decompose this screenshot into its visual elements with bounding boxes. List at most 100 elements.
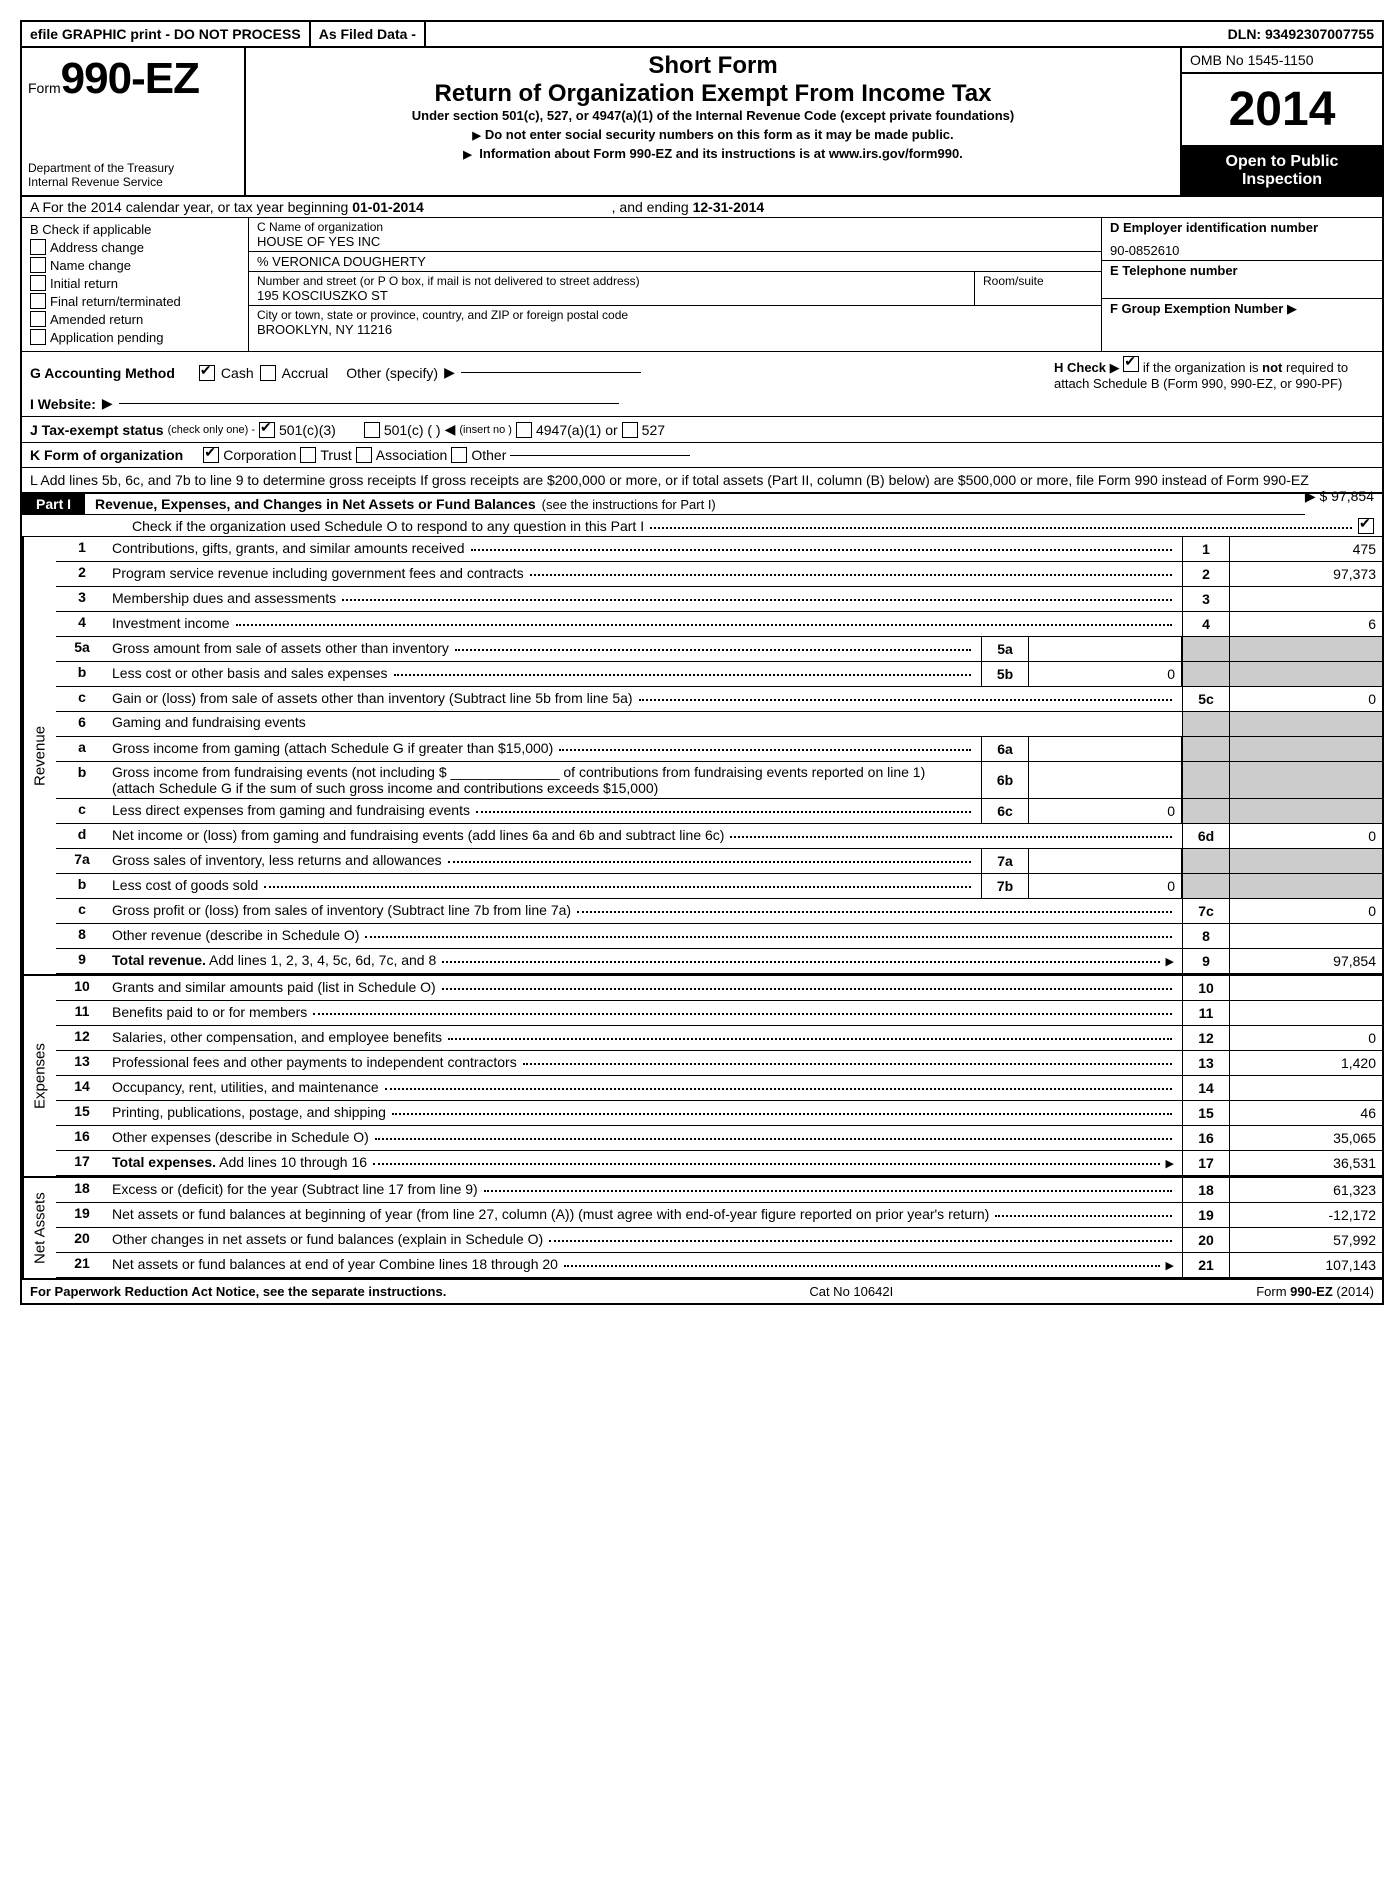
cb-corporation[interactable]	[203, 447, 219, 463]
header-center: Short Form Return of Organization Exempt…	[246, 48, 1180, 195]
line-description: Less direct expenses from gaming and fun…	[108, 799, 981, 823]
asfiled-label: As Filed Data -	[311, 22, 426, 46]
line-b: bLess cost or other basis and sales expe…	[56, 662, 1382, 687]
result-line-number: 21	[1182, 1253, 1230, 1277]
care-of: % VERONICA DOUGHERTY	[257, 254, 1093, 269]
line-number: b	[56, 874, 108, 898]
row-h-schedule-b: H Check ▶ if the organization is not req…	[1046, 352, 1382, 416]
result-line-number: 10	[1182, 976, 1230, 1000]
line-description: Less cost of goods sold	[108, 874, 981, 898]
revenue-side-label: Revenue	[22, 537, 56, 974]
line-10: 10Grants and similar amounts paid (list …	[56, 976, 1382, 1001]
line-5a: 5aGross amount from sale of assets other…	[56, 637, 1382, 662]
result-line-number: 17	[1182, 1151, 1230, 1175]
line-number: 7a	[56, 849, 108, 873]
result-line-value: 0	[1230, 687, 1382, 711]
sub-line-number: 7a	[981, 849, 1029, 873]
dept-irs: Internal Revenue Service	[28, 175, 238, 189]
line-number: 6	[56, 712, 108, 736]
line-13: 13Professional fees and other payments t…	[56, 1051, 1382, 1076]
irs-link[interactable]: www.irs.gov/form990	[829, 146, 959, 161]
cb-name-change[interactable]: Name change	[30, 257, 240, 273]
open-inspection: Open to Public Inspection	[1182, 147, 1382, 195]
line-description: Other revenue (describe in Schedule O)	[108, 924, 1182, 948]
section-bcd: B Check if applicable Address change Nam…	[22, 218, 1382, 352]
website-input[interactable]	[119, 403, 619, 404]
col-d-identifiers: D Employer identification number 90-0852…	[1102, 218, 1382, 351]
header-left: Form990-EZ Department of the Treasury In…	[22, 48, 246, 195]
line-number: a	[56, 737, 108, 761]
cb-501c[interactable]	[364, 422, 380, 438]
top-bar: efile GRAPHIC print - DO NOT PROCESS As …	[22, 22, 1382, 48]
line-number: 8	[56, 924, 108, 948]
line-number: 14	[56, 1076, 108, 1100]
result-line-number: 18	[1182, 1178, 1230, 1202]
line-number: 13	[56, 1051, 108, 1075]
cb-trust[interactable]	[300, 447, 316, 463]
line-number: 3	[56, 587, 108, 611]
line-description: Gaming and fundraising events	[108, 712, 1182, 736]
line-number: 16	[56, 1126, 108, 1150]
result-line-value: 97,854	[1230, 949, 1382, 973]
line-description: Program service revenue including govern…	[108, 562, 1182, 586]
result-line-value	[1230, 1076, 1382, 1100]
cb-accrual[interactable]	[260, 365, 276, 381]
line-number: 12	[56, 1026, 108, 1050]
result-line-number: 4	[1182, 612, 1230, 636]
info-line: Information about Form 990-EZ and its in…	[254, 146, 1172, 161]
part-1-header: Part I Revenue, Expenses, and Changes in…	[22, 494, 1305, 515]
short-form-label: Short Form	[254, 52, 1172, 80]
line-description: Net income or (loss) from gaming and fun…	[108, 824, 1182, 848]
line-description: Net assets or fund balances at end of ye…	[108, 1253, 1182, 1277]
form-footer: For Paperwork Reduction Act Notice, see …	[22, 1280, 1382, 1303]
result-line-number: 5c	[1182, 687, 1230, 711]
line-a: aGross income from gaming (attach Schedu…	[56, 737, 1382, 762]
line-number: b	[56, 662, 108, 686]
cat-number: Cat No 10642I	[446, 1284, 1256, 1299]
cb-cash[interactable]	[199, 365, 215, 381]
ein-value: 90-0852610	[1110, 243, 1374, 258]
line-19: 19Net assets or fund balances at beginni…	[56, 1203, 1382, 1228]
paperwork-notice: For Paperwork Reduction Act Notice, see …	[30, 1284, 446, 1299]
cb-initial-return[interactable]: Initial return	[30, 275, 240, 291]
org-name-label: C Name of organization	[257, 220, 1093, 234]
col-b-checkboxes: B Check if applicable Address change Nam…	[22, 218, 249, 351]
cb-amended-return[interactable]: Amended return	[30, 311, 240, 327]
line-c: cLess direct expenses from gaming and fu…	[56, 799, 1382, 824]
telephone-label: E Telephone number	[1110, 263, 1374, 278]
cb-application-pending[interactable]: Application pending	[30, 329, 240, 345]
sub-line-number: 6c	[981, 799, 1029, 823]
line-number: b	[56, 762, 108, 798]
cb-4947[interactable]	[516, 422, 532, 438]
cb-schedule-b[interactable]	[1123, 356, 1139, 372]
line-20: 20Other changes in net assets or fund ba…	[56, 1228, 1382, 1253]
line-number: 10	[56, 976, 108, 1000]
line-description: Less cost or other basis and sales expen…	[108, 662, 981, 686]
cb-other-org[interactable]	[451, 447, 467, 463]
result-line-number: 8	[1182, 924, 1230, 948]
sub-line-value: 0	[1029, 874, 1182, 898]
cb-527[interactable]	[622, 422, 638, 438]
line-description: Gross income from fundraising events (no…	[108, 762, 981, 798]
result-line-number: 14	[1182, 1076, 1230, 1100]
line-17: 17Total expenses. Add lines 10 through 1…	[56, 1151, 1382, 1176]
line-9: 9Total revenue. Add lines 1, 2, 3, 4, 5c…	[56, 949, 1382, 974]
cb-address-change[interactable]: Address change	[30, 239, 240, 255]
cb-501c3[interactable]	[259, 422, 275, 438]
cb-association[interactable]	[356, 447, 372, 463]
col-c-org-info: C Name of organization HOUSE OF YES INC …	[249, 218, 1102, 351]
result-line-number: 20	[1182, 1228, 1230, 1252]
part-1-subheader: Check if the organization used Schedule …	[22, 515, 1382, 537]
result-line-number: 16	[1182, 1126, 1230, 1150]
row-j-tax-exempt: J Tax-exempt status(check only one) - 50…	[22, 417, 1382, 443]
other-method-input[interactable]	[461, 372, 641, 373]
form-number: 990-EZ	[61, 54, 199, 103]
result-line-value: 97,373	[1230, 562, 1382, 586]
row-k-form-org: K Form of organization Corporation Trust…	[22, 443, 1382, 468]
result-line-value: 0	[1230, 899, 1382, 923]
line-description: Total revenue. Add lines 1, 2, 3, 4, 5c,…	[108, 949, 1182, 973]
line-b: bGross income from fundraising events (n…	[56, 762, 1382, 799]
result-line-value: -12,172	[1230, 1203, 1382, 1227]
cb-schedule-o[interactable]	[1358, 518, 1374, 534]
cb-final-return[interactable]: Final return/terminated	[30, 293, 240, 309]
